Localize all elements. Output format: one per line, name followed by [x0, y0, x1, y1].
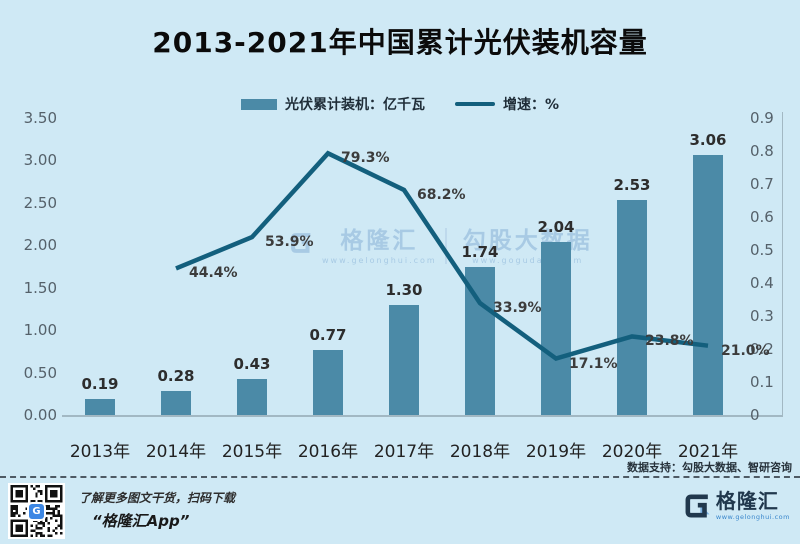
left-axis-tick: 1.50 [23, 278, 57, 297]
x-axis-label: 2015年 [221, 442, 283, 462]
right-axis-tick: 0 [750, 406, 760, 424]
gelonghui-logo-name: 格隆汇 [715, 489, 779, 513]
left-axis-tick: 0.00 [23, 406, 57, 424]
line-value-label: 17.1% [569, 355, 618, 372]
watermark-brand-url: www.gelonghui.com [322, 256, 437, 265]
qr-center-logo-icon: G [27, 502, 46, 521]
right-axis-tick: 0.5 [750, 241, 774, 259]
gelonghui-logo-text-block: 格隆汇 www.gelonghui.com [715, 489, 790, 522]
qr-code [8, 483, 65, 539]
gelonghui-logo-g-icon [685, 494, 710, 518]
x-axis-baseline [62, 415, 782, 417]
data-source-note: 数据支持：勾股大数据、智研咨询 [627, 461, 792, 474]
footer-divider [0, 476, 800, 478]
line-series-swatch-icon [454, 102, 495, 106]
bar-value-label: 2.04 [537, 217, 575, 236]
x-axis-label: 2014年 [145, 442, 207, 462]
x-axis-label: 2020年 [601, 442, 663, 462]
line-value-label: 23.8% [645, 333, 694, 350]
bar-value-label: 1.74 [461, 243, 499, 262]
right-axis-tick: 0.6 [750, 208, 774, 226]
bar-value-label: 3.06 [689, 131, 727, 150]
right-axis-tick: 0.8 [750, 142, 774, 160]
qr-caption: 了解更多图文干货，扫码下载 [79, 491, 236, 505]
bar [313, 349, 343, 415]
watermark-divider [444, 228, 447, 264]
line-value-label: 79.3% [341, 150, 390, 167]
watermark-brand-name: 格隆汇 [340, 228, 419, 254]
bar-value-label: 0.77 [309, 325, 347, 344]
x-axis-label: 2017年 [373, 442, 435, 462]
gelonghui-logo: 格隆汇 www.gelonghui.com [682, 491, 790, 521]
qr-code-pattern [10, 485, 63, 537]
legend: 光伏累计装机：亿千瓦 增速：% [0, 94, 800, 114]
bar-value-label: 0.19 [81, 374, 119, 393]
bar [161, 391, 191, 415]
bar-series-legend-label: 光伏累计装机：亿千瓦 [284, 97, 425, 113]
right-axis-tick: 0.9 [750, 109, 774, 127]
watermark-brand-block: 格隆汇 www.gelonghui.com [322, 228, 437, 265]
left-axis-tick: 3.00 [23, 151, 57, 170]
line-value-label: 33.9% [493, 300, 542, 317]
x-axis-label: 2016年 [297, 442, 359, 462]
bar-series-swatch-icon [240, 98, 277, 110]
app-name-caption: “格隆汇App” [92, 512, 190, 530]
left-axis-tick: 0.50 [23, 363, 57, 382]
x-axis-label: 2019年 [525, 442, 587, 462]
x-axis-label: 2018年 [449, 442, 511, 462]
line-value-label: 68.2% [417, 186, 466, 203]
right-axis-tick: 0.3 [750, 307, 774, 325]
line-series-legend-label: 增速：% [502, 97, 560, 113]
bar [237, 378, 267, 415]
right-axis-spine [782, 112, 783, 417]
bar-value-label: 0.43 [233, 354, 271, 373]
bar [465, 267, 495, 415]
bar-value-label: 1.30 [385, 280, 423, 299]
x-axis-label: 2021年 [677, 442, 739, 462]
chart-title: 2013-2021年中国累计光伏装机容量 [152, 26, 648, 59]
bar-value-label: 0.28 [157, 367, 195, 386]
right-axis-tick: 0.4 [750, 274, 774, 292]
bar [617, 200, 647, 415]
gelonghui-logo-url: www.gelonghui.com [715, 513, 790, 521]
line-value-label: 53.9% [265, 234, 314, 251]
x-axis-label: 2013年 [69, 442, 131, 462]
bar [693, 155, 723, 415]
right-axis-tick: 0.2 [750, 340, 774, 358]
right-axis-tick: 0.1 [750, 373, 774, 391]
left-axis-tick: 2.00 [23, 236, 57, 255]
left-axis-tick: 3.50 [23, 109, 57, 127]
bar-value-label: 2.53 [613, 176, 651, 195]
left-axis-tick: 1.00 [23, 321, 57, 340]
bar [541, 241, 571, 415]
right-axis-tick: 0.7 [750, 175, 774, 193]
line-value-label: 21.0% [721, 342, 770, 359]
bar [389, 304, 419, 415]
bar [85, 398, 115, 415]
line-value-label: 44.4% [189, 265, 238, 282]
left-axis-tick: 2.50 [23, 193, 57, 212]
